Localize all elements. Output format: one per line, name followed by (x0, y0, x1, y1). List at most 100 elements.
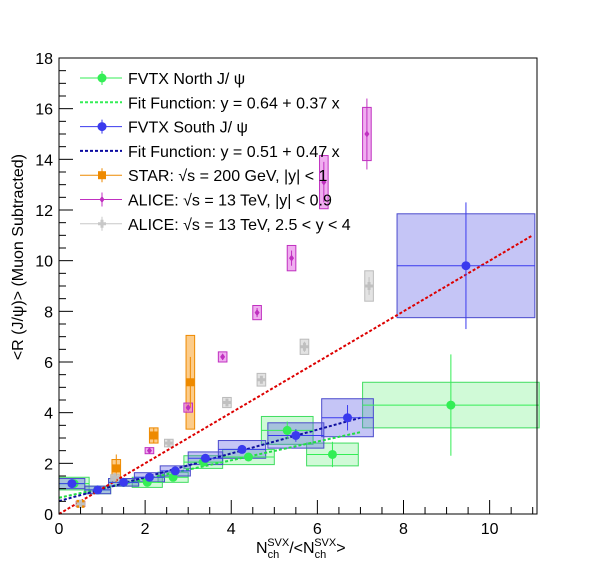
marker-s1-p9 (461, 261, 471, 271)
x-axis-label-n: N (256, 540, 268, 557)
legend-item-2: FVTX South J/ ψ (80, 119, 248, 137)
point-s1-p9 (397, 202, 535, 330)
point-s1-p3 (134, 472, 165, 482)
legend-label-4: STAR: √s = 200 GeV, |y| < 1 (128, 168, 328, 185)
marker-s3-p6 (321, 178, 327, 186)
marker-s3-p5 (289, 254, 295, 262)
marker-s3-p1 (146, 447, 152, 455)
point-s4-p3 (222, 398, 231, 407)
point-s3-p3 (220, 353, 226, 361)
y-tick-label-9: 18 (35, 51, 53, 68)
point-s3-p2 (185, 404, 191, 412)
marker-s1-p7 (291, 430, 301, 440)
legend: FVTX North J/ ψ Fit Function: y = 0.64 + … (80, 71, 351, 234)
marker-s0-p9 (446, 400, 456, 410)
legend-item-5: ALICE: √s = 13 TeV, |y| < 0.9 (80, 192, 332, 210)
x-tick-label-2: 4 (227, 521, 236, 538)
legend-marker-2 (97, 122, 107, 132)
point-s4-p0 (76, 499, 85, 508)
legend-label-1: Fit Function: y = 0.64 + 0.37 x (128, 95, 340, 112)
x-axis-label-svx2: SVX (314, 537, 337, 549)
x-tick-label-4: 8 (399, 521, 408, 538)
legend-item-3: Fit Function: y = 0.51 + 0.47 x (80, 144, 340, 161)
marker-s4-p0 (76, 499, 85, 508)
point-s0-p7 (261, 421, 314, 440)
legend-item-4: STAR: √s = 200 GeV, |y| < 1 (80, 168, 328, 185)
x-axis-label-ch: ch (268, 549, 280, 561)
point-s1-p4 (160, 466, 191, 476)
marker-s1-p8 (343, 413, 353, 423)
point-s3-p4 (254, 308, 260, 318)
x-axis-label-n2: N (303, 540, 315, 557)
point-s0-p8 (306, 441, 359, 468)
point-s4-p2 (164, 439, 173, 448)
point-s3-p6 (321, 161, 327, 203)
x-tick-label-3: 6 (313, 521, 322, 538)
marker-s1-p3 (144, 472, 154, 482)
point-s1-p1 (84, 485, 111, 495)
marker-s3-p7 (364, 130, 370, 138)
x-tick-label-1: 2 (141, 521, 150, 538)
marker-s3-p4 (254, 309, 260, 317)
x-axis-label-ch2: ch (315, 549, 327, 561)
legend-label-0: FVTX North J/ ψ (128, 71, 245, 88)
marker-s0-p6 (243, 452, 253, 462)
point-s4-p5 (300, 341, 309, 352)
point-s4-p1 (110, 473, 119, 482)
legend-label-5: ALICE: √s = 13 TeV, |y| < 0.9 (128, 193, 332, 210)
marker-s2-p1 (112, 464, 121, 473)
point-s3-p5 (289, 250, 295, 266)
point-s4-p4 (257, 375, 266, 384)
point-s1-p0 (59, 479, 85, 489)
point-s2-p2 (149, 427, 158, 444)
marker-s4-p3 (222, 398, 231, 407)
marker-s1-p1 (93, 485, 103, 495)
marker-s4-p5 (300, 342, 309, 351)
legend-label-6: ALICE: √s = 13 TeV, 2.5 < y < 4 (128, 217, 351, 234)
y-tick-label-6: 12 (35, 203, 53, 220)
fit-line-2 (58, 234, 534, 515)
data-points (59, 98, 540, 508)
marker-s4-p2 (164, 439, 173, 448)
y-tick-label-1: 2 (44, 456, 53, 473)
y-tick-label-8: 16 (35, 102, 53, 119)
y-tick-label-7: 14 (35, 152, 53, 169)
point-s1-p7 (267, 429, 324, 442)
marker-s2-p2 (149, 431, 158, 440)
marker-s1-p5 (200, 453, 210, 463)
point-s1-p2 (108, 477, 139, 487)
legend-marker-4 (98, 171, 106, 180)
legend-label-2: FVTX South J/ ψ (128, 120, 248, 137)
marker-s1-p0 (67, 479, 77, 489)
x-axis-label-close: > (336, 540, 345, 557)
point-s4-p6 (365, 277, 374, 295)
marker-s3-p3 (220, 353, 226, 361)
legend-marker-6 (98, 219, 106, 228)
point-s1-p5 (188, 453, 223, 463)
legend-label-3: Fit Function: y = 0.51 + 0.47 x (128, 144, 340, 161)
y-axis-label: <R (J/ψ)> (Muon Subtracted) (10, 154, 27, 360)
marker-s0-p8 (327, 449, 337, 459)
point-s0-p9 (362, 354, 540, 456)
marker-s4-p6 (365, 282, 374, 290)
legend-item-1: Fit Function: y = 0.64 + 0.37 x (80, 95, 340, 112)
x-tick-label-0: 0 (55, 521, 64, 538)
svg-text:NchSVX/<NchSVX>: NchSVX/<NchSVX> (256, 537, 346, 561)
marker-s1-p2 (119, 477, 129, 487)
fit-lines (58, 234, 534, 515)
point-s2-p3 (186, 356, 195, 408)
y-tick-label-4: 8 (44, 304, 53, 321)
legend-item-6: ALICE: √s = 13 TeV, 2.5 < y < 4 (80, 216, 351, 234)
x-axis-label: NchSVX/<NchSVX> (256, 537, 346, 561)
x-tick-label-5: 10 (481, 521, 499, 538)
point-s0-p6 (222, 452, 275, 462)
y-tick-label-3: 6 (44, 355, 53, 372)
x-axis-label-svx: SVX (267, 537, 290, 549)
y-tick-label-5: 10 (35, 254, 53, 271)
legend-item-0: FVTX North J/ ψ (80, 71, 245, 88)
marker-s1-p4 (170, 466, 180, 476)
marker-s1-p6 (237, 444, 247, 454)
marker-s0-p7 (282, 425, 292, 435)
legend-marker-5 (99, 196, 105, 203)
